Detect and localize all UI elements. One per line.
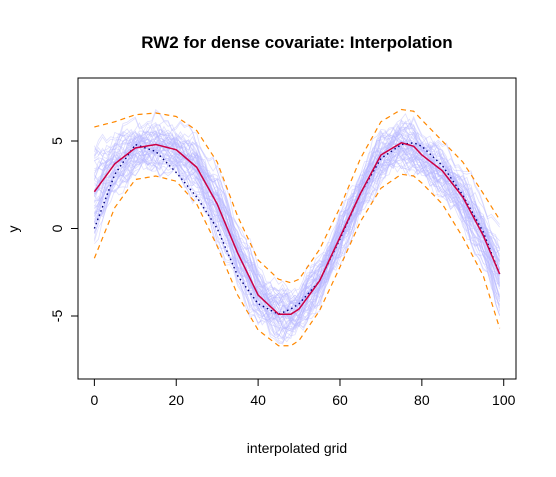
- y-tick-label: -5: [49, 310, 65, 323]
- sample-line: [94, 126, 501, 318]
- sample-line: [93, 131, 500, 312]
- sample-line: [93, 142, 500, 330]
- sample-line: [94, 159, 501, 331]
- x-tick-label: 100: [492, 392, 516, 408]
- sample-line: [93, 129, 500, 333]
- sample-line: [94, 120, 501, 317]
- sample-line: [94, 147, 500, 323]
- x-tick-label: 0: [90, 392, 98, 408]
- sample-line: [94, 123, 500, 323]
- sample-line: [94, 143, 501, 345]
- sample-line: [94, 128, 500, 303]
- x-tick-label: 20: [168, 392, 184, 408]
- sample-line: [94, 132, 500, 307]
- posterior-mean-line: [93, 141, 501, 315]
- sample-line: [94, 142, 501, 315]
- sample-line: [94, 119, 501, 318]
- sample-line: [93, 146, 500, 343]
- x-axis-label: interpolated grid: [247, 440, 347, 456]
- sample-line: [94, 140, 501, 339]
- sample-line: [93, 148, 500, 333]
- sample-line: [94, 145, 500, 343]
- sample-line: [94, 128, 500, 320]
- sample-line: [94, 131, 501, 300]
- sample-line: [93, 121, 500, 325]
- x-tick-label: 80: [414, 392, 430, 408]
- upper-band-line: [94, 108, 501, 284]
- sample-line: [93, 154, 500, 328]
- sample-line: [93, 111, 500, 312]
- sample-line: [93, 125, 500, 328]
- sample-line: [93, 108, 500, 311]
- y-axis: -5 0 5: [49, 137, 79, 323]
- y-tick-label: 0: [49, 224, 65, 232]
- sample-line: [93, 150, 501, 324]
- sample-line: [94, 139, 501, 310]
- sample-line: [94, 139, 500, 325]
- sample-line: [93, 129, 500, 319]
- series-layer: [93, 108, 501, 347]
- sample-line: [94, 148, 501, 339]
- plot-frame: [77, 77, 517, 380]
- x-axis: 0 20 40 60 80 100: [90, 378, 516, 408]
- sample-line: [94, 132, 501, 330]
- sample-line: [94, 145, 501, 319]
- sample-line: [94, 133, 500, 307]
- sample-line: [94, 149, 500, 322]
- sample-line: [94, 144, 501, 336]
- y-axis-label: y: [5, 226, 21, 233]
- sample-line: [93, 138, 501, 340]
- sample-line: [94, 149, 501, 344]
- x-tick-label: 40: [250, 392, 266, 408]
- y-tick-label: 5: [49, 137, 65, 145]
- chart-title: RW2 for dense covariate: Interpolation: [141, 33, 452, 52]
- sample-line: [94, 134, 501, 338]
- sample-line: [94, 141, 500, 315]
- sample-line: [94, 141, 501, 338]
- sample-line: [94, 150, 501, 321]
- sample-line: [94, 119, 500, 300]
- sample-line: [94, 120, 500, 298]
- sample-line: [94, 137, 500, 318]
- sample-line: [94, 139, 500, 323]
- lower-band-line: [93, 173, 501, 347]
- sample-line: [94, 112, 501, 306]
- sample-line: [94, 123, 501, 320]
- sample-line: [94, 124, 500, 325]
- sample-line: [94, 125, 501, 301]
- sample-line: [94, 118, 501, 321]
- x-tick-label: 60: [332, 392, 348, 408]
- sample-line: [94, 130, 501, 330]
